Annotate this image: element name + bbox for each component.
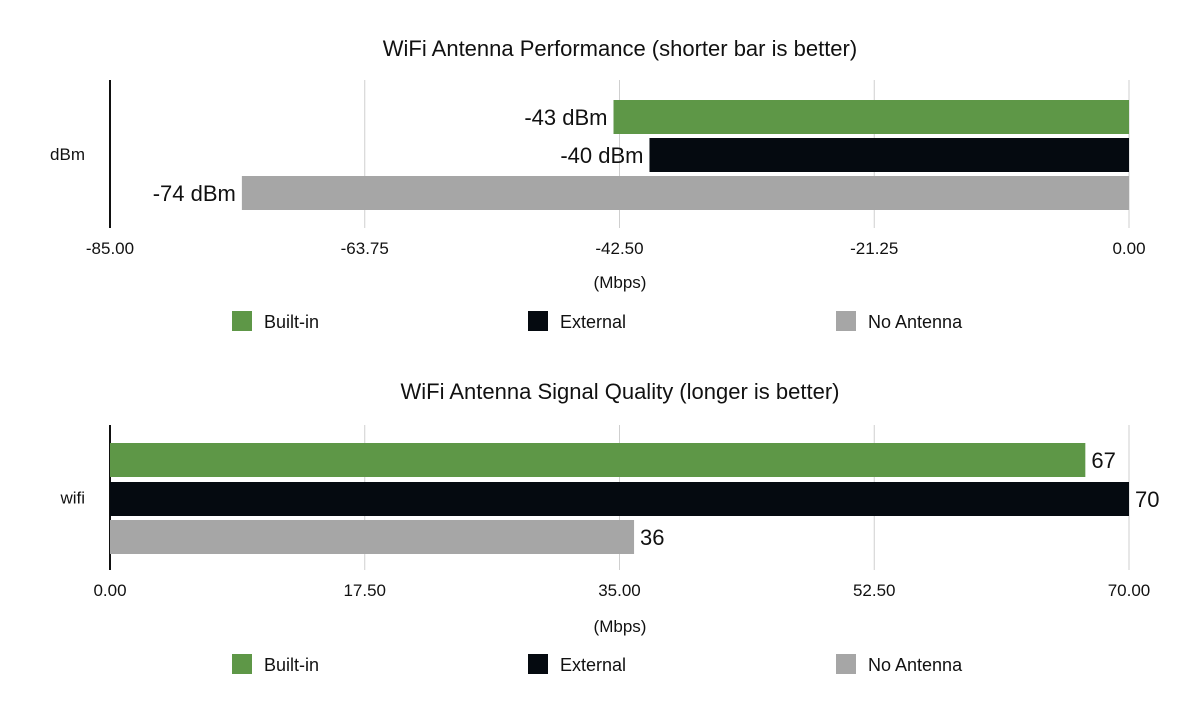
legend-swatch <box>528 654 548 674</box>
x-tick-label: 70.00 <box>1108 581 1151 600</box>
category-label: wifi <box>59 489 85 508</box>
bar-value-label: 67 <box>1091 448 1115 473</box>
x-axis-title: (Mbps) <box>594 273 647 292</box>
x-tick-label: -85.00 <box>86 239 134 258</box>
x-tick-label: 35.00 <box>598 581 641 600</box>
bar-no-antenna <box>110 520 635 554</box>
bar-external <box>110 482 1129 516</box>
bar-built-in <box>613 100 1129 134</box>
x-tick-label: 17.50 <box>343 581 386 600</box>
x-axis-title: (Mbps) <box>594 617 647 636</box>
bar-value-label: -43 dBm <box>524 105 607 130</box>
bar-value-label: 36 <box>640 525 664 550</box>
chart-title: WiFi Antenna Performance (shorter bar is… <box>383 36 857 61</box>
legend-label: External <box>560 312 626 332</box>
legend-label: Built-in <box>264 312 319 332</box>
legend-label: No Antenna <box>868 312 963 332</box>
x-tick-label: 0.00 <box>1112 239 1145 258</box>
legend-swatch <box>528 311 548 331</box>
x-tick-label: 52.50 <box>853 581 896 600</box>
legend-label: Built-in <box>264 655 319 675</box>
legend-swatch <box>836 654 856 674</box>
bar-value-label: 70 <box>1135 487 1159 512</box>
legend-swatch <box>232 311 252 331</box>
bar-no-antenna <box>241 176 1129 210</box>
bar-external <box>649 138 1129 172</box>
legend-label: External <box>560 655 626 675</box>
x-tick-label: 0.00 <box>93 581 126 600</box>
legend-swatch <box>836 311 856 331</box>
category-label: dBm <box>50 145 85 164</box>
bar-built-in <box>110 443 1086 477</box>
legend-label: No Antenna <box>868 655 963 675</box>
chart-title: WiFi Antenna Signal Quality (longer is b… <box>401 379 840 404</box>
bar-value-label: -40 dBm <box>560 143 643 168</box>
x-tick-label: -21.25 <box>850 239 898 258</box>
legend-swatch <box>232 654 252 674</box>
bar-value-label: -74 dBm <box>153 181 236 206</box>
x-tick-label: -63.75 <box>341 239 389 258</box>
x-tick-label: -42.50 <box>595 239 643 258</box>
